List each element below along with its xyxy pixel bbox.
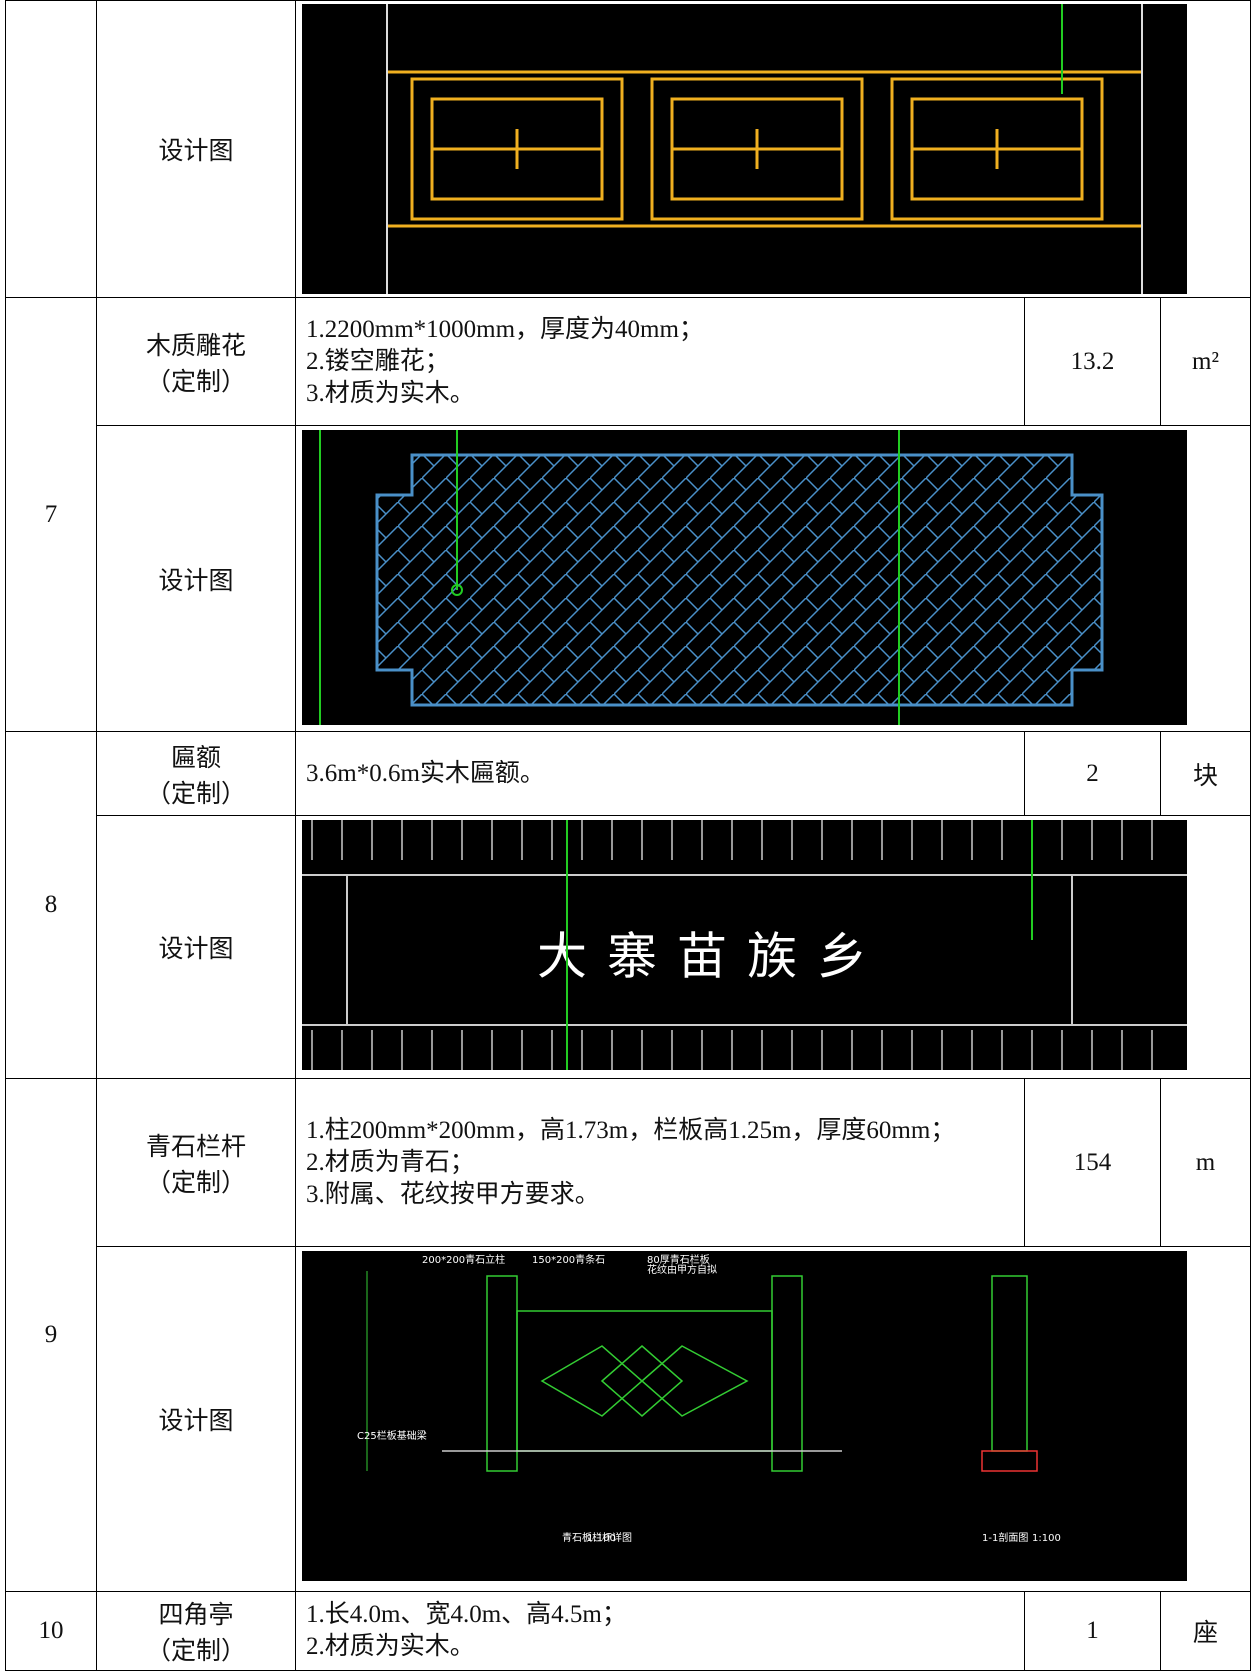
design-drawing	[302, 429, 1187, 725]
drawing-label: 花纹由甲方自拟	[647, 1263, 717, 1276]
item-name: 匾额 （定制）	[96, 731, 296, 816]
item-number: 7	[5, 297, 97, 732]
table-row: 7 木质雕花 （定制） 1.2200mm*1000mm，厚度为40mm； 2.镂空雕花；…	[5, 297, 1251, 732]
name-line: 四角亭	[158, 1602, 234, 1629]
item-number: 9	[5, 1078, 97, 1592]
item-name: 四角亭 （定制）	[96, 1591, 296, 1671]
board	[346, 873, 1073, 1026]
design-drawing: 大寨苗族乡	[302, 819, 1187, 1070]
item-qty: 13.2	[1024, 297, 1161, 426]
table-row: 设计图 200*200青石立柱 150*200青条石 80厚青石栏板 花纹由甲方自拟 C2…	[6, 1246, 1251, 1592]
item-spec: 1.2200mm*1000mm，厚度为40mm； 2.镂空雕花； 3.材质为实木。	[295, 297, 1025, 426]
item-name: 木质雕花 （定制）	[96, 297, 296, 426]
bg	[302, 819, 1187, 1070]
name-line: （定制）	[145, 368, 246, 396]
name-line: （定制）	[145, 780, 246, 808]
table-row: 设计图 大寨苗族乡	[6, 815, 1251, 1079]
drawing-label: 150*200青条石	[532, 1253, 605, 1266]
table-row: 8 匾额 （定制） 3.6m*0.6m实木匾额。 2 块	[5, 731, 1251, 1079]
number-cell	[5, 0, 97, 298]
diamond	[540, 1344, 749, 1417]
table-row: 9 青石栏杆 （定制） 1.柱200mm*200mm，高1.73m，栏板高1.25m，…	[5, 1078, 1251, 1592]
table-row: 10 四角亭 （定制） 1.长4.0m、宽4.0m、高4.5m； 2.材质为实木。 1 座	[5, 1591, 1251, 1671]
spec-line: 2.材质为青石；	[306, 1148, 475, 1176]
spec-line: 3.材质为实木。	[306, 379, 475, 407]
item-spec: 3.6m*0.6m实木匾额。	[295, 731, 1025, 816]
drawing-label: 1-1剖面图	[982, 1531, 1028, 1544]
image-cell: 200*200青石立柱 150*200青条石 80厚青石栏板 花纹由甲方自拟 C25栏板…	[295, 1246, 1251, 1592]
drawing-label: 1:100	[587, 1533, 616, 1544]
item-spec: 1.柱200mm*200mm，高1.73m，栏板高1.25m，厚度60mm； 2.…	[295, 1078, 1025, 1247]
spec-line: 3.附属、花纹按甲方要求。	[306, 1180, 600, 1208]
name-line: 青石栏杆	[145, 1133, 246, 1161]
image-cell	[295, 0, 1251, 298]
drawing-label: 80厚青石栏板	[647, 1253, 710, 1266]
table-row: 设计图	[6, 425, 1251, 732]
beam	[981, 1449, 1038, 1472]
drawing-label: C25栏板基础梁	[357, 1429, 427, 1442]
item-number: 8	[5, 731, 97, 1079]
item-name: 青石栏杆 （定制）	[96, 1078, 296, 1247]
item-qty: 2	[1024, 731, 1161, 816]
image-cell	[295, 425, 1251, 732]
drawing-label: 1:100	[1032, 1533, 1061, 1544]
drawing-label: 青石板栏杆详图	[562, 1531, 632, 1544]
label-cell: 设计图	[96, 425, 296, 732]
label-cell: 设计图	[96, 1246, 296, 1592]
item-qty: 1	[1024, 1591, 1161, 1671]
item-unit: m	[1160, 1078, 1251, 1247]
design-drawing	[302, 4, 1187, 294]
spec-line: 2.材质为实木。	[306, 1633, 475, 1660]
item-qty: 154	[1024, 1078, 1161, 1247]
drawing-label: 200*200青石立柱	[422, 1253, 505, 1266]
item-unit: m²	[1160, 297, 1251, 426]
spec-line: 2.镂空雕花；	[306, 347, 450, 375]
item-spec: 1.长4.0m、宽4.0m、高4.5m； 2.材质为实木。	[295, 1591, 1025, 1671]
frame	[410, 77, 624, 221]
image-cell: 大寨苗族乡	[295, 815, 1251, 1079]
item-unit: 块	[1160, 731, 1251, 816]
table-row: 设计图	[5, 0, 1251, 298]
item-number: 10	[5, 1591, 97, 1671]
panel	[375, 453, 1104, 706]
name-line: （定制）	[145, 1638, 246, 1665]
label-cell: 设计图	[96, 815, 296, 1079]
item-unit: 座	[1160, 1591, 1251, 1671]
name-line: 木质雕花	[145, 332, 246, 360]
frame	[890, 77, 1104, 221]
guide-dot	[451, 583, 463, 596]
spec-line: 1.长4.0m、宽4.0m、高4.5m；	[306, 1601, 627, 1628]
spec-table: 设计图 7 木质雕花 （定制） 1.2200mm*1000mm，厚度为40mm； 2.镂空…	[5, 0, 1251, 1671]
spec-line: 3.6m*0.6m实木匾额。	[306, 759, 545, 787]
sign-text: 大寨苗族乡	[537, 927, 887, 985]
bg	[302, 1250, 1187, 1581]
name-line: 匾额	[170, 744, 221, 772]
name-line: （定制）	[145, 1169, 246, 1197]
spec-line: 1.柱200mm*200mm，高1.73m，栏板高1.25m，厚度60mm；	[306, 1116, 956, 1144]
label-cell: 设计图	[96, 0, 296, 298]
spec-line: 1.2200mm*1000mm，厚度为40mm；	[306, 315, 704, 343]
frame	[650, 77, 864, 221]
